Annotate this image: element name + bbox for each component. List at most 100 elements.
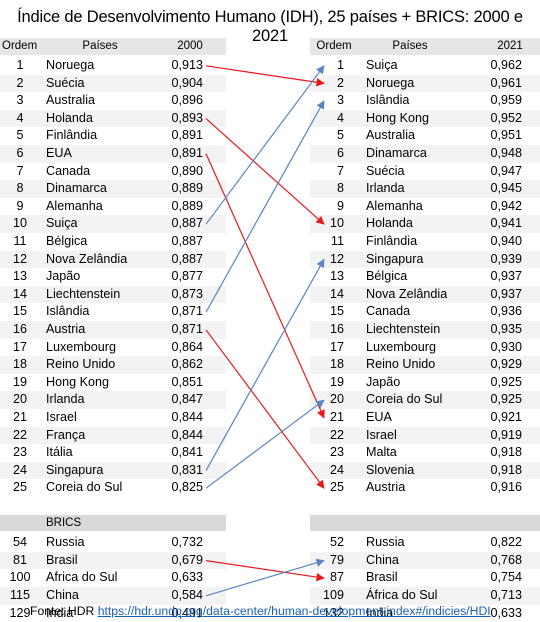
right-rank: 19	[329, 374, 344, 389]
left-rank: 54	[12, 535, 27, 550]
left-country: Islândia	[46, 304, 90, 319]
right-country: Israel	[366, 427, 397, 442]
header-2000: 2000	[177, 40, 203, 52]
right-country: Austria	[366, 480, 406, 495]
left-value: 0,871	[171, 304, 203, 319]
right-rank: 52	[329, 535, 344, 550]
left-country: Itália	[46, 445, 73, 460]
right-value: 0,916	[490, 480, 522, 495]
row-stripe-left	[0, 109, 226, 128]
row-stripe-right	[310, 356, 540, 374]
row-stripe-left	[0, 426, 226, 445]
left-rank: 23	[12, 445, 27, 460]
row-stripe-left	[0, 356, 226, 374]
right-country: Islândia	[366, 93, 410, 108]
right-value: 0,930	[490, 339, 522, 354]
right-rank: 10	[329, 216, 344, 231]
right-value: 0,936	[490, 304, 522, 319]
right-country: Canada	[366, 304, 411, 319]
left-rank: 24	[12, 462, 27, 477]
header-rank-left: Ordem	[2, 40, 38, 52]
row-stripe-right	[310, 145, 540, 163]
right-country: Suécia	[366, 163, 405, 178]
left-value: 0,825	[171, 480, 203, 495]
row-stripe-left	[0, 250, 226, 269]
right-rank: 15	[329, 304, 344, 319]
left-rank: 4	[16, 110, 24, 125]
left-value: 0,841	[171, 445, 203, 460]
left-value: 0,831	[171, 462, 203, 477]
right-value: 0,962	[490, 58, 522, 72]
left-rank: 2	[16, 75, 24, 90]
left-country: Suécia	[46, 75, 85, 90]
left-country: Brasil	[46, 552, 78, 567]
right-rank: 79	[329, 552, 344, 567]
header-bg-left	[0, 38, 226, 55]
right-value: 0,633	[490, 605, 522, 620]
left-value: 0,847	[171, 392, 203, 407]
left-country: Suiça	[46, 216, 78, 231]
row-stripe-right	[310, 426, 540, 445]
left-rank: 12	[12, 251, 27, 266]
right-value: 0,948	[490, 146, 522, 160]
left-rank: 3	[16, 93, 24, 108]
left-country: Alemanha	[46, 198, 103, 213]
right-country: Noruega	[366, 75, 415, 90]
source-link[interactable]: https://hdr.undp.org/data-center/human-d…	[97, 604, 491, 618]
left-value: 0,896	[171, 93, 203, 108]
row-stripe-left	[0, 587, 226, 605]
right-rank: 7	[336, 163, 344, 178]
left-rank: 81	[12, 552, 27, 567]
left-country: Liechtenstein	[46, 286, 121, 301]
left-country: Holanda	[46, 110, 93, 125]
right-rank: 23	[329, 445, 344, 460]
right-rank: 24	[329, 462, 344, 477]
right-value: 0,959	[490, 93, 522, 108]
right-rank: 21	[329, 410, 344, 424]
left-country: Africa do Sul	[46, 570, 118, 585]
left-value: 0,891	[171, 128, 203, 143]
left-country: Luxembourg	[46, 339, 117, 354]
right-value: 0,768	[490, 552, 522, 567]
left-value: 0,887	[171, 234, 203, 248]
right-country: Alemanha	[366, 198, 423, 213]
row-stripe-right	[310, 321, 540, 339]
left-country: Israel	[46, 410, 77, 424]
right-rank: 22	[329, 427, 344, 442]
row-stripe-left	[0, 215, 226, 233]
right-country: Singapura	[366, 251, 424, 266]
row-stripe-right	[310, 180, 540, 198]
right-country: Brasil	[366, 570, 398, 585]
left-country: Coreia do Sul	[46, 480, 123, 495]
left-value: 0,873	[171, 286, 203, 301]
right-rank: 16	[329, 322, 344, 336]
right-rank: 17	[329, 339, 344, 354]
right-value: 0,921	[490, 410, 522, 424]
left-value: 0,844	[171, 427, 203, 442]
right-value: 0,952	[490, 110, 522, 125]
left-value: 0,893	[171, 110, 203, 125]
left-country: França	[46, 427, 86, 442]
right-rank: 14	[329, 286, 344, 301]
chart-title: Índice de Desenvolvimento Humano (IDH), …	[17, 8, 523, 45]
row-stripe-left	[0, 145, 226, 163]
header-country-left: Países	[82, 40, 118, 52]
right-value: 0,925	[490, 374, 522, 389]
left-value: 0,889	[171, 198, 203, 213]
left-value: 0,887	[171, 216, 203, 231]
left-rank: 10	[12, 216, 27, 231]
right-value: 0,754	[490, 570, 522, 585]
header-rank-right: Ordem	[316, 40, 352, 52]
row-stripe-right	[310, 215, 540, 233]
left-value: 0,864	[171, 339, 203, 354]
row-stripe-left	[0, 391, 226, 409]
source-prefix: Fonte: HDR	[30, 604, 98, 618]
row-stripe-right	[310, 285, 540, 304]
left-country: Reino Unido	[46, 357, 116, 372]
left-country: EUA	[46, 146, 72, 160]
right-country: Bélgica	[366, 269, 408, 284]
right-country: China	[366, 552, 399, 567]
right-country: Irlanda	[366, 181, 405, 196]
right-value: 0,919	[490, 427, 522, 442]
left-value: 0,877	[171, 269, 203, 284]
